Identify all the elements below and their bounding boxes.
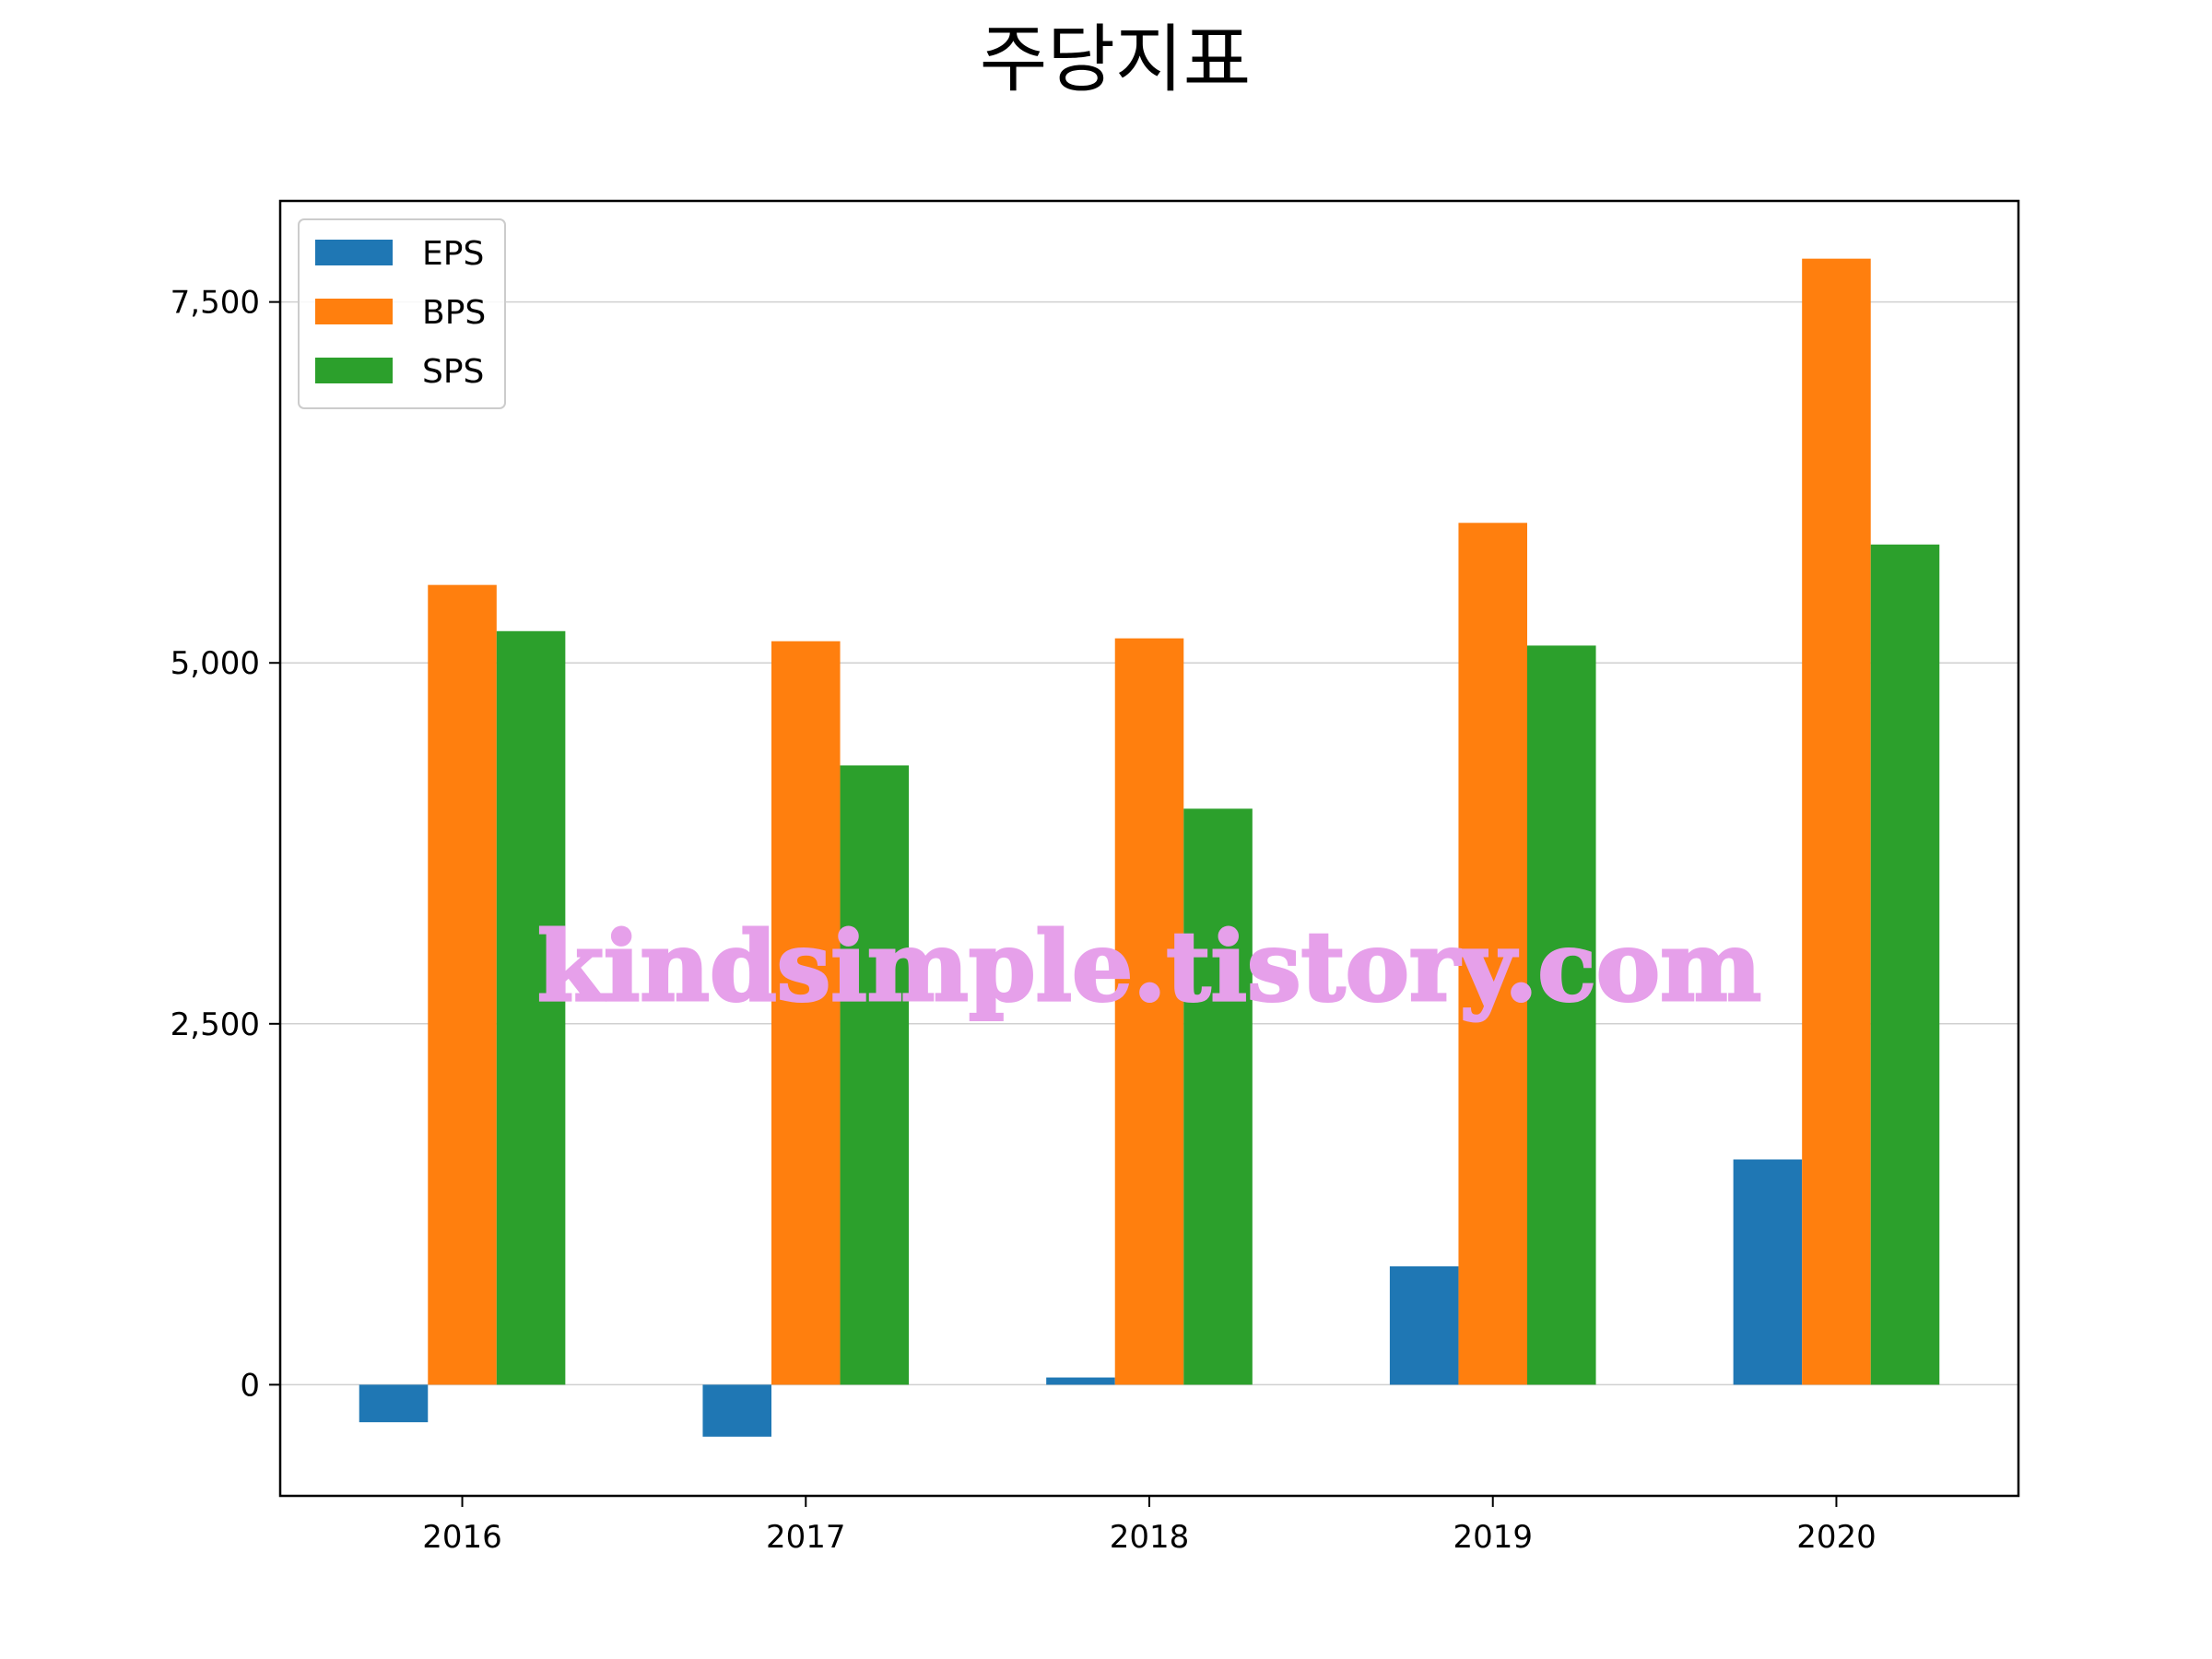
bar-bps-2017 (771, 641, 841, 1385)
y-axis: 0 2,500 5,000 7,500 (171, 285, 280, 1404)
bar-bps-2018 (1114, 638, 1184, 1385)
y-tick-label: 2,500 (171, 1006, 260, 1043)
chart-title: 주당지표 (980, 17, 1251, 102)
bar-sps-2020 (1870, 544, 1940, 1385)
legend-swatch-eps (315, 240, 393, 265)
bar-eps-2016 (359, 1384, 429, 1423)
y-tick-label: 7,500 (171, 285, 260, 322)
legend-label-bps: BPS (422, 294, 486, 332)
bar-eps-2019 (1389, 1265, 1459, 1385)
x-tick-label: 2018 (1110, 1519, 1190, 1556)
legend-label-sps: SPS (422, 353, 484, 391)
x-axis: 2016 2017 2018 2019 2020 (422, 1496, 1877, 1556)
x-tick-label: 2020 (1796, 1519, 1877, 1556)
bar-bps-2020 (1802, 258, 1871, 1385)
bar-sps-2019 (1527, 645, 1596, 1385)
bar-sps-2018 (1183, 808, 1253, 1385)
x-tick-label: 2017 (766, 1519, 846, 1556)
bar-bps-2016 (428, 584, 497, 1385)
bar-sps-2017 (840, 765, 910, 1385)
bar-eps-2017 (702, 1384, 771, 1437)
x-tick-label: 2019 (1453, 1519, 1533, 1556)
legend-swatch-bps (315, 299, 393, 324)
bars (359, 258, 1940, 1437)
x-tick-label: 2016 (422, 1519, 502, 1556)
legend-label-eps: EPS (422, 235, 484, 273)
watermark-text: kindsimple.tistory.com (537, 910, 1761, 1023)
bar-eps-2020 (1733, 1159, 1803, 1385)
y-tick-label: 0 (240, 1367, 260, 1404)
legend: EPS BPS SPS (298, 218, 506, 409)
legend-swatch-sps (315, 358, 393, 383)
bar-eps-2018 (1046, 1377, 1115, 1385)
bar-bps-2019 (1458, 523, 1527, 1385)
y-tick-label: 5,000 (171, 645, 260, 682)
bar-sps-2016 (496, 630, 566, 1385)
